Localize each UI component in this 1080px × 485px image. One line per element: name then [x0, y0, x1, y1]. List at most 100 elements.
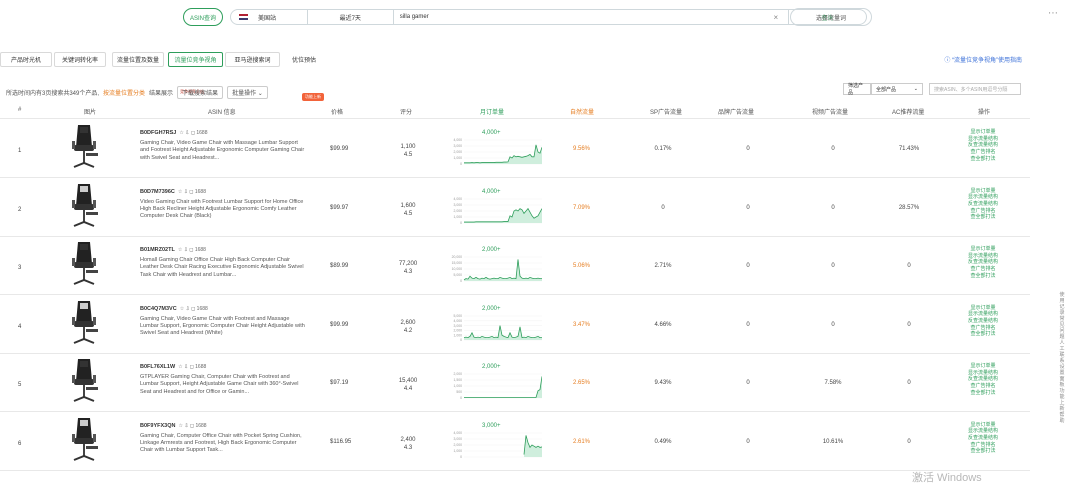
batch-ops-button[interactable]: 批量操作 ⌄ — [227, 86, 268, 99]
col-price[interactable]: 价格 — [331, 110, 344, 116]
product-image[interactable] — [68, 357, 100, 407]
col-ac-rec[interactable]: AC推荐流量 — [892, 110, 925, 116]
select-keyword-button[interactable]: 选择流量词 — [790, 8, 872, 26]
asin-link[interactable]: B0C4Q7M3VC — [140, 305, 177, 312]
period-select[interactable]: 最近7天 — [307, 9, 394, 25]
row-action-link[interactable]: 查广告排名 — [970, 324, 996, 331]
tab-keyword-conversion[interactable]: 关键词转化率 — [54, 52, 106, 67]
product-image[interactable] — [68, 416, 100, 466]
asin-tools[interactable]: ☆ ⇩ ◻ 1688 — [179, 130, 208, 136]
product-image[interactable] — [68, 299, 100, 349]
product-image[interactable] — [68, 123, 100, 173]
row-action-link[interactable]: 查广告排名 — [970, 207, 996, 214]
asin-link[interactable]: B0F9YFX3QN — [140, 422, 176, 429]
product-image[interactable] — [68, 240, 100, 290]
sales-sparkline[interactable]: 2,000 1,500 1,000 500 0 — [446, 371, 542, 401]
col-sp-ads[interactable]: SP广告流量 — [650, 110, 683, 116]
search-mode-toggle[interactable]: ASIN查询 — [183, 8, 223, 26]
tool-tabs: 产品时光机 关键词转化率 流量位置及数量 流量位竞争视角 竞争视角总结 亚马逊搜… — [0, 48, 1080, 101]
row-action-link[interactable]: 显示订单量 — [970, 363, 996, 369]
col-organic[interactable]: 自然流量 — [570, 110, 595, 116]
tab-traffic-competition[interactable]: 流量位竞争视角 — [168, 52, 223, 67]
row-action-link[interactable]: 显示订单量 — [970, 246, 996, 252]
row-action-link[interactable]: 反查流量结构 — [968, 142, 999, 149]
row-action-link[interactable]: 查广告排名 — [970, 149, 996, 156]
sales-label: 4,000+ — [482, 188, 501, 195]
row-action-link[interactable]: 显示流量结构 — [968, 194, 999, 201]
more-icon[interactable]: ⋯ — [1048, 8, 1058, 19]
col-video-ads[interactable]: 视频广告流量 — [812, 110, 849, 116]
sales-sparkline[interactable]: 4,000 3,000 2,000 1,000 0 — [446, 137, 542, 167]
all-products-select[interactable]: 全部产品 ⌄ — [871, 83, 923, 95]
row-action-link[interactable]: 显示订单量 — [970, 304, 996, 311]
row-action-link[interactable]: 反查流量结构 — [968, 376, 999, 383]
asin-link[interactable]: B0FL76XL1W — [140, 364, 176, 370]
asin-line: B0DFGH7RSJ ☆ ⇩ ◻ 1688 — [140, 130, 208, 136]
row-action-link[interactable]: 显示流量结构 — [968, 311, 999, 318]
row-action-link[interactable]: 反查流量结构 — [968, 259, 999, 266]
product-title[interactable]: Gaming Chair, Video Game Chair with Mass… — [140, 140, 305, 161]
sales-sparkline[interactable]: 20,000 15,000 10,000 5,000 0 — [446, 254, 542, 284]
row-action-link[interactable]: 显示流量结构 — [968, 369, 999, 376]
right-sidebar[interactable]: 使用记录 常见问题 人工联系 设置面板 功能上新 帮助 — [1059, 292, 1065, 424]
windows-watermark: 激活 Windows — [912, 472, 982, 484]
col-rating[interactable]: 评分 — [400, 110, 413, 116]
product-title[interactable]: Homall Gaming Chair Office Chair High Ba… — [140, 257, 304, 278]
sales-sparkline[interactable]: 4,000 3,000 2,000 1,000 0 — [446, 196, 542, 226]
product-title[interactable]: GTPLAYER Gaming Chair, Computer Chair wi… — [140, 374, 299, 395]
price: $89.99 — [330, 263, 349, 269]
sparkline-tick: 20,000 — [452, 255, 462, 259]
asin-link[interactable]: B0DFGH7RSJ — [140, 130, 177, 136]
table-row: 3 B01MRZ02TL ☆ ⇩ ◻ 1688 Homall Gaming Chair… — [0, 236, 1030, 295]
row-action-link[interactable]: 反查流量结构 — [968, 200, 999, 207]
asin-tools[interactable]: ☆ ⇩ ◻ 1688 — [178, 364, 207, 370]
row-action-link[interactable]: 查全部打法 — [970, 331, 996, 338]
filter-label: 筛选产品 — [843, 83, 871, 96]
product-title[interactable]: Gaming Chair, Computer Office Chair with… — [140, 432, 302, 454]
row-action-link[interactable]: 查全部打法 — [970, 214, 996, 221]
product-image[interactable] — [68, 182, 100, 232]
row-action-link[interactable]: 查全部打法 — [970, 272, 996, 279]
row-action-link[interactable]: 显示订单量 — [970, 129, 996, 135]
tab-product-timemachine[interactable]: 产品时光机 — [0, 52, 52, 67]
brand-ads-share: 0 — [746, 438, 750, 445]
row-action-link[interactable]: 查全部打法 — [970, 448, 996, 455]
tab-amazon-search-terms[interactable]: 亚马逊搜索词 — [225, 52, 280, 67]
asin-search-input[interactable]: 搜索ASIN、多个ASIN用逗号分隔 — [929, 83, 1021, 95]
row-action-link[interactable]: 查全部打法 — [970, 155, 996, 162]
row-action-link[interactable]: 查全部打法 — [970, 389, 996, 396]
asin-link[interactable]: B0D7M7396C — [140, 188, 175, 195]
row-actions: 显示订单量 显示流量结构 反查流量结构 查广告排名 查全部打法 — [968, 188, 998, 222]
col-brand-ads[interactable]: 品牌广告流量 — [718, 110, 755, 116]
asin-tools[interactable]: ☆ ⇩ ◻ 1688 — [178, 422, 207, 429]
row-action-link[interactable]: 显示订单量 — [970, 187, 996, 194]
row-action-link[interactable]: 反查流量结构 — [968, 434, 999, 441]
asin-link[interactable]: B01MRZ02TL — [140, 247, 175, 253]
asin-tools[interactable]: ☆ ⇩ ◻ 1688 — [177, 247, 206, 253]
row-action-link[interactable]: 显示流量结构 — [968, 252, 999, 259]
sales-sparkline[interactable]: 4,000 3,000 2,000 1,000 0 — [446, 430, 542, 460]
row-action-link[interactable]: 查广告排名 — [970, 266, 996, 273]
review-count: 2,600 — [400, 319, 416, 326]
asin-tools[interactable]: ☆ ⇩ ◻ 1688 — [177, 188, 206, 195]
keyword-input[interactable]: silla gamer × — [393, 9, 790, 25]
row-action-link[interactable]: 显示订单量 — [970, 421, 996, 428]
export-button[interactable]: 下载搜索结果 — [177, 86, 224, 99]
table-row: 1 B0DFGH7RSJ ☆ ⇩ ◻ 1688 Gaming Chair, Video… — [0, 119, 1030, 178]
summary-highlight[interactable]: 按流量位置分类 — [103, 91, 146, 97]
col-monthly-sales[interactable]: 月订单量 — [480, 110, 505, 116]
product-title[interactable]: Gaming Chair, Video Game Chair with Foot… — [140, 315, 305, 337]
clear-icon[interactable]: × — [773, 12, 779, 22]
help-guide-link[interactable]: ⓘ “流量位竞争视角”使用指南 — [944, 58, 1022, 64]
row-action-link[interactable]: 查广告排名 — [970, 383, 996, 390]
row-action-link[interactable]: 反查流量结构 — [968, 317, 999, 324]
row-action-link[interactable]: 显示流量结构 — [968, 135, 999, 142]
product-title[interactable]: Video Gaming Chair with Footrest Lumbar … — [140, 198, 304, 220]
tab-position-estimate[interactable]: 优位预估 — [283, 52, 325, 67]
asin-tools[interactable]: ☆ ⇩ ◻ 1688 — [179, 305, 208, 312]
row-action-link[interactable]: 显示流量结构 — [968, 428, 999, 435]
site-select[interactable]: 美国站 — [229, 9, 308, 25]
row-action-link[interactable]: 查广告排名 — [970, 441, 996, 448]
tab-traffic-position[interactable]: 流量位置及数量 — [112, 52, 164, 67]
